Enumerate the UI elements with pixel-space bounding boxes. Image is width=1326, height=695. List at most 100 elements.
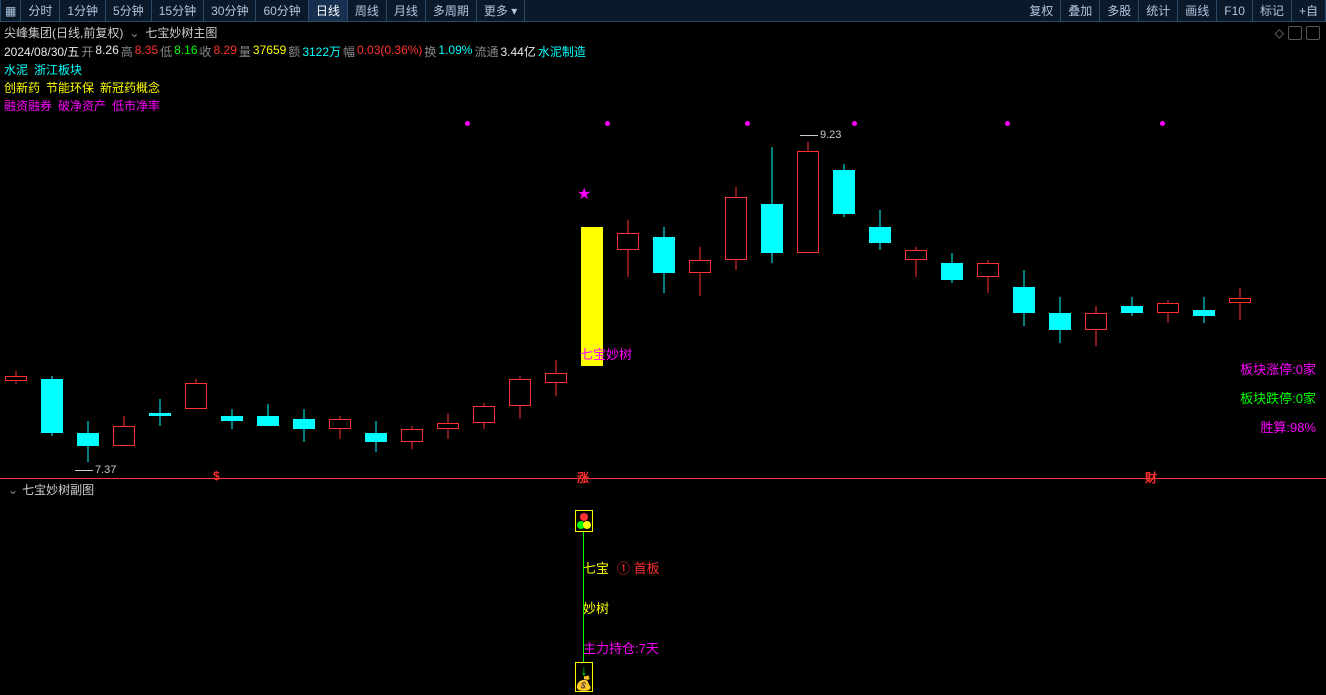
candle — [725, 114, 747, 479]
tf-btn-4[interactable]: 30分钟 — [204, 0, 256, 21]
sector-tag[interactable]: 低市净率 — [112, 97, 160, 114]
tf-btn-10[interactable]: 更多 ▾ — [477, 0, 525, 21]
low-price-marker: 7.37 — [75, 464, 116, 476]
candle — [797, 114, 819, 479]
tbr-6[interactable]: 标记 — [1253, 0, 1292, 21]
turn-label: 换 — [424, 43, 436, 60]
sub-label-l3: 主力持仓:7天 — [583, 638, 659, 657]
corner-diamond-icon[interactable]: ◇ — [1275, 26, 1284, 40]
high-price-marker: 9.23 — [800, 129, 841, 141]
tf-btn-5[interactable]: 60分钟 — [256, 0, 308, 21]
signal-dot — [745, 121, 750, 126]
axis-marker: 涨 — [577, 469, 589, 486]
open-val: 8.26 — [95, 43, 118, 60]
amp-val: 0.03(0.36%) — [357, 43, 422, 60]
info-header: ◇ 尖峰集团(日线,前复权) ⌄ 七宝妙树主图 2024/08/30/五 开8.… — [0, 22, 1326, 114]
sub-label-l2: 妙树 — [583, 598, 609, 617]
industry: 水泥制造 — [538, 43, 586, 60]
chevron-down-icon[interactable]: ⌄ — [8, 483, 18, 497]
open-label: 开 — [81, 43, 93, 60]
candle — [1193, 114, 1215, 479]
arrow-down-icon: ↓ — [581, 664, 588, 676]
side-stats: 板块涨停:0家 板块跌停:0家 胜算:98% — [1240, 359, 1316, 436]
tbr-7[interactable]: +自 — [1292, 0, 1326, 21]
candle — [437, 114, 459, 479]
axis-marker: 财 — [1145, 469, 1157, 486]
sector-tag[interactable]: 破净资产 — [58, 97, 106, 114]
candle — [329, 114, 351, 479]
tbr-2[interactable]: 多股 — [1100, 0, 1139, 21]
candle — [365, 114, 387, 479]
vol-val: 37659 — [253, 43, 286, 60]
moneybag-icon: 💰 — [575, 676, 592, 690]
stat-limit-up: 板块涨停:0家 — [1240, 359, 1316, 378]
tag-row-3: 融资融券破净资产低市净率 — [4, 97, 1322, 114]
date: 2024/08/30/五 — [4, 43, 79, 60]
sub-indicator-chart[interactable]: 七宝① 首板妙树主力持仓:7天↓💰 — [0, 500, 1326, 695]
stock-title: 尖峰集团(日线,前复权) — [4, 24, 123, 41]
low-val: 8.16 — [174, 43, 197, 60]
amt-label: 额 — [288, 43, 300, 60]
star-icon: ★ — [577, 184, 591, 204]
header-corner-controls: ◇ — [1275, 26, 1320, 40]
signal-dot — [605, 121, 610, 126]
signal-dot — [1160, 121, 1165, 126]
sector-tag[interactable]: 创新药 — [4, 79, 40, 96]
tbr-3[interactable]: 统计 — [1139, 0, 1178, 21]
candle — [1013, 114, 1035, 479]
close-label: 收 — [200, 43, 212, 60]
candle — [653, 114, 675, 479]
low-label: 低 — [160, 43, 172, 60]
corner-btn-2[interactable] — [1306, 26, 1320, 40]
tf-btn-1[interactable]: 1分钟 — [60, 0, 106, 21]
tf-btn-6[interactable]: 日线 — [309, 0, 348, 21]
float-label: 流通 — [474, 43, 498, 60]
candle — [149, 114, 171, 479]
tf-btn-0[interactable]: 分时 — [21, 0, 60, 21]
tf-btn-8[interactable]: 月线 — [387, 0, 426, 21]
candle — [185, 114, 207, 479]
amp-label: 幅 — [343, 43, 355, 60]
tbr-4[interactable]: 画线 — [1178, 0, 1217, 21]
axis-marker: $ — [213, 469, 220, 483]
candle — [41, 114, 63, 479]
candle — [581, 114, 603, 479]
stat-winrate: 胜算:98% — [1240, 417, 1316, 436]
main-candlestick-chart[interactable]: 板块涨停:0家 板块跌停:0家 胜算:98% ★七宝妙树9.237.37$涨财 — [0, 114, 1326, 479]
sector-tag[interactable]: 浙江板块 — [34, 61, 82, 78]
tbr-0[interactable]: 复权 — [1022, 0, 1061, 21]
sub-indicator-name: 七宝妙树副图 — [22, 481, 94, 498]
candle — [1049, 114, 1071, 479]
tf-btn-2[interactable]: 5分钟 — [106, 0, 152, 21]
candle — [1229, 114, 1251, 479]
candle — [689, 114, 711, 479]
high-val: 8.35 — [135, 43, 158, 60]
tf-btn-3[interactable]: 15分钟 — [152, 0, 204, 21]
signal-dot — [1005, 121, 1010, 126]
amt-val: 3122万 — [302, 43, 341, 60]
candle — [293, 114, 315, 479]
sector-tag[interactable]: 融资融券 — [4, 97, 52, 114]
chevron-down-icon[interactable]: ⌄ — [129, 26, 139, 40]
tf-btn-9[interactable]: 多周期 — [426, 0, 477, 21]
signal-balls-icon — [577, 512, 591, 530]
tbr-1[interactable]: 叠加 — [1061, 0, 1100, 21]
turn-val: 1.09% — [438, 43, 472, 60]
sector-tag[interactable]: 水泥 — [4, 61, 28, 78]
corner-btn-1[interactable] — [1288, 26, 1302, 40]
sub-indicator-title-bar: ⌄ 七宝妙树副图 — [0, 479, 1326, 500]
stat-limit-down: 板块跌停:0家 — [1240, 388, 1316, 407]
tf-btn-7[interactable]: 周线 — [348, 0, 387, 21]
candle — [977, 114, 999, 479]
sector-tag[interactable]: 新冠药概念 — [100, 79, 160, 96]
candle — [5, 114, 27, 479]
toolbar-icon-btn[interactable]: ▦ — [0, 0, 21, 21]
signal-box-top — [575, 510, 593, 532]
candle — [761, 114, 783, 479]
candle — [221, 114, 243, 479]
sub-label-l1: 七宝 — [583, 558, 609, 577]
candle — [1121, 114, 1143, 479]
sector-tag[interactable]: 节能环保 — [46, 79, 94, 96]
tbr-5[interactable]: F10 — [1217, 0, 1253, 21]
signal-box-bottom: ↓💰 — [575, 662, 593, 692]
